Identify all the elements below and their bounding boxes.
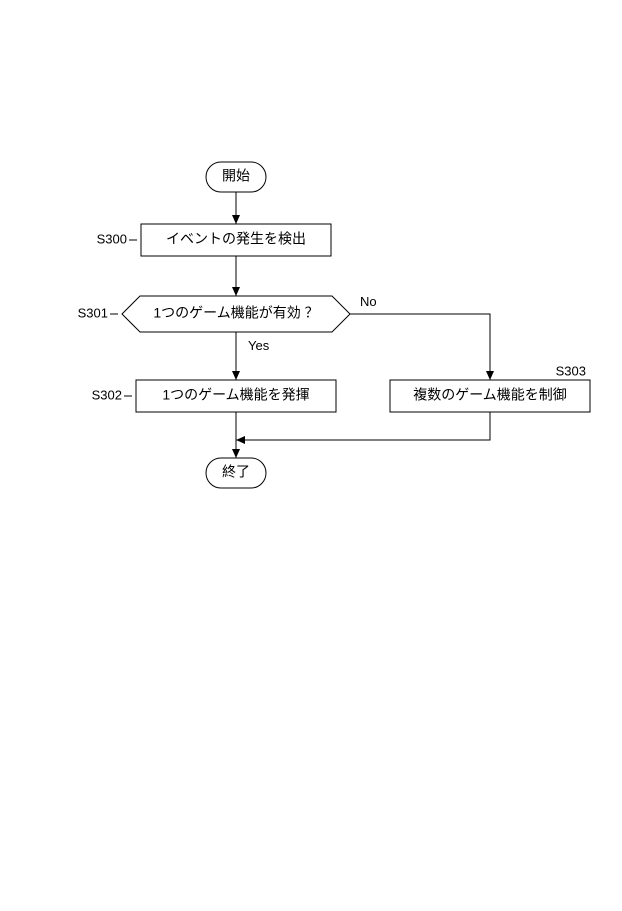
step-label: S303 [556,363,586,378]
step-label: S301 [78,305,108,320]
node-text: 終了 [222,464,250,480]
edge-label: Yes [248,338,270,353]
node-text: イベントの発生を検出 [166,231,306,247]
node-text: 開始 [222,168,250,184]
bg [0,0,622,906]
flowchart-canvas: Yes No 開始イベントの発生を検出 S300 1つのゲーム機能が有効 ？ S301 1つ… [0,0,622,906]
step-label: S300 [97,231,127,246]
node-text: 1つのゲーム機能が有効 ？ [153,305,318,321]
step-label: S302 [92,387,122,402]
node-text: 1つのゲーム機能を発揮 [162,387,309,403]
edge-label: No [360,294,377,309]
node-text: 複数のゲーム機能を制御 [413,387,567,403]
